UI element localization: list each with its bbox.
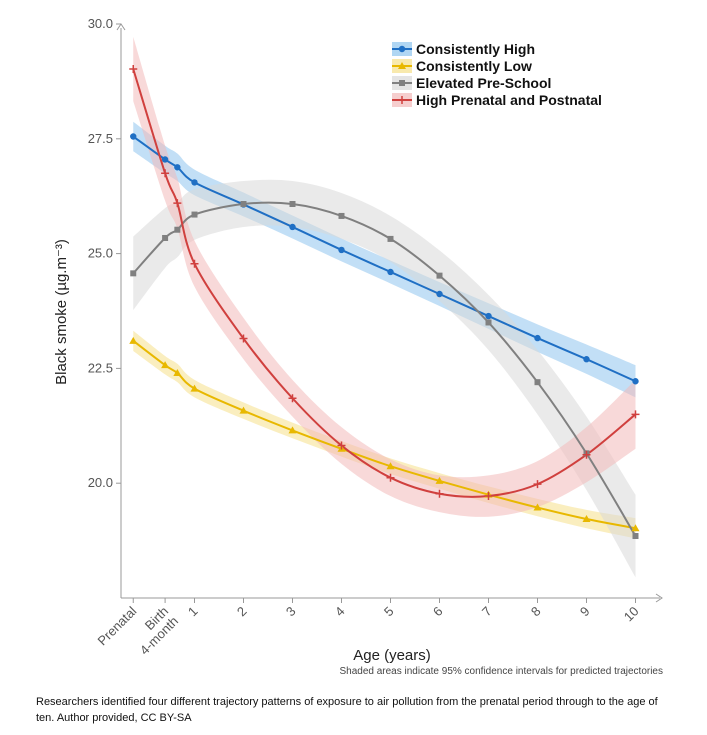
legend-label: Elevated Pre-School xyxy=(416,75,551,91)
point-consistently-low xyxy=(533,503,542,511)
point-elevated-pre-school xyxy=(174,226,181,233)
legend-marker xyxy=(398,96,406,104)
point-elevated-pre-school xyxy=(162,234,169,241)
point-high-prenatal-and-postnatal xyxy=(631,410,640,419)
y-axis-ticks: 20.0 22.5 25.0 27.5 30.0 xyxy=(88,16,121,490)
point-consistently-high xyxy=(632,378,639,385)
point-elevated-pre-school xyxy=(240,201,247,208)
point-elevated-pre-school xyxy=(632,533,639,540)
point-elevated-pre-school xyxy=(387,235,394,242)
point-consistently-low xyxy=(173,368,182,376)
y-tick-label: 20.0 xyxy=(88,475,113,490)
legend-marker xyxy=(399,80,405,86)
point-consistently-high xyxy=(289,223,296,231)
x-tick-label: 1 xyxy=(185,604,201,620)
x-tick-label: 10 xyxy=(621,604,642,625)
confidence-bands xyxy=(133,36,636,578)
x-tick-label: 8 xyxy=(528,604,544,620)
point-consistently-high xyxy=(161,156,169,163)
y-tick-label: 30.0 xyxy=(88,16,113,31)
x-tick-label: Prenatal xyxy=(95,603,140,648)
trajectory-chart: 20.022.525.027.530.0 Prenatal Birth4-mont… xyxy=(53,16,663,677)
point-consistently-high xyxy=(583,356,590,363)
x-tick-label: 9 xyxy=(577,604,593,620)
point-high-prenatal-and-postnatal xyxy=(129,65,138,74)
point-consistently-low xyxy=(129,336,138,344)
y-tick-label: 22.5 xyxy=(88,360,113,375)
x-tick-label: 7 xyxy=(479,604,495,620)
point-elevated-pre-school xyxy=(289,201,296,208)
point-high-prenatal-and-postnatal xyxy=(239,334,248,343)
point-consistently-high xyxy=(174,164,181,171)
point-consistently-high xyxy=(485,312,492,320)
point-high-prenatal-and-postnatal xyxy=(484,492,493,501)
caption-credit: Author provided, CC BY-SA xyxy=(56,712,192,724)
confidence-note: Shaded areas indicate 95% confidence int… xyxy=(339,666,663,677)
band-high-prenatal-and-postnatal xyxy=(133,36,636,517)
band-consistently-high xyxy=(133,121,636,398)
legend-marker xyxy=(398,62,406,69)
series-markers xyxy=(129,65,640,540)
point-consistently-low xyxy=(288,426,297,434)
point-elevated-pre-school xyxy=(436,272,443,279)
legend-marker xyxy=(398,45,406,53)
point-high-prenatal-and-postnatal xyxy=(161,169,170,178)
point-high-prenatal-and-postnatal xyxy=(435,489,444,498)
point-consistently-high xyxy=(130,133,137,140)
figure-caption: Researchers identified four different tr… xyxy=(36,694,676,726)
point-elevated-pre-school xyxy=(191,211,198,218)
x-tick-label: 6 xyxy=(430,604,446,620)
point-consistently-high xyxy=(387,268,394,276)
point-high-prenatal-and-postnatal xyxy=(173,199,182,208)
point-elevated-pre-school xyxy=(130,270,137,277)
y-tick-label: 25.0 xyxy=(88,246,113,261)
point-consistently-high xyxy=(338,246,345,254)
legend-label: High Prenatal and Postnatal xyxy=(416,92,602,108)
x-tick-label: 3 xyxy=(283,604,299,620)
point-high-prenatal-and-postnatal xyxy=(288,394,297,403)
y-axis-title: Black smoke (µg.m⁻³) xyxy=(53,239,70,385)
point-consistently-low xyxy=(161,361,170,369)
point-elevated-pre-school xyxy=(485,319,492,326)
point-consistently-high xyxy=(191,179,198,186)
point-consistently-low xyxy=(582,515,591,523)
point-consistently-low xyxy=(435,476,444,484)
y-tick-label: 27.5 xyxy=(88,131,113,146)
point-consistently-low xyxy=(239,406,248,414)
legend-label: Consistently Low xyxy=(416,58,532,74)
point-elevated-pre-school xyxy=(534,379,541,386)
point-consistently-low xyxy=(631,524,640,532)
point-consistently-high xyxy=(534,334,541,342)
x-tick-label: 4 xyxy=(332,604,348,620)
point-elevated-pre-school xyxy=(338,212,345,219)
point-high-prenatal-and-postnatal xyxy=(337,441,346,450)
point-consistently-high xyxy=(436,290,443,298)
legend-label: Consistently High xyxy=(416,41,535,57)
point-consistently-low xyxy=(190,384,199,392)
point-high-prenatal-and-postnatal xyxy=(533,480,542,489)
x-tick-label: 2 xyxy=(234,604,250,620)
point-high-prenatal-and-postnatal xyxy=(582,450,591,459)
point-consistently-low xyxy=(386,462,395,470)
caption-text: Researchers identified four different tr… xyxy=(36,696,658,724)
point-high-prenatal-and-postnatal xyxy=(190,259,199,268)
x-tick-label: 5 xyxy=(381,604,397,620)
x-axis-title: Age (years) xyxy=(353,647,431,664)
point-high-prenatal-and-postnatal xyxy=(386,473,395,482)
